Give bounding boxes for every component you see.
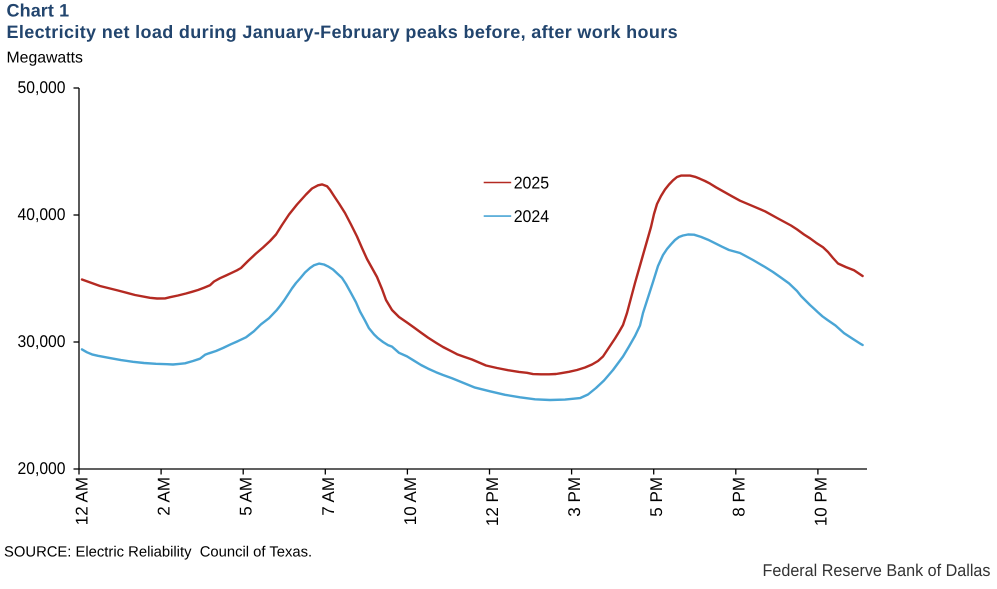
svg-text:3 PM: 3 PM — [565, 477, 584, 517]
svg-text:Chart 1: Chart 1 — [7, 1, 70, 21]
svg-text:20,000: 20,000 — [18, 459, 66, 478]
svg-text:30,000: 30,000 — [18, 332, 66, 351]
svg-text:10 AM: 10 AM — [401, 477, 420, 525]
svg-text:2 AM: 2 AM — [155, 477, 174, 516]
svg-text:8 PM: 8 PM — [729, 477, 748, 517]
svg-text:5 AM: 5 AM — [237, 477, 256, 516]
svg-text:7 AM: 7 AM — [319, 477, 338, 516]
svg-text:12 PM: 12 PM — [483, 477, 502, 526]
svg-text:2025: 2025 — [514, 173, 549, 192]
svg-text:SOURCE: Electric Reliability: SOURCE: Electric Reliability Council of … — [4, 545, 312, 561]
svg-text:40,000: 40,000 — [18, 205, 66, 224]
svg-text:Megawatts: Megawatts — [7, 50, 83, 67]
svg-text:Electricity net load during Ja: Electricity net load during January-Febr… — [7, 22, 678, 42]
svg-text:50,000: 50,000 — [18, 78, 66, 97]
svg-text:Federal Reserve Bank of Dallas: Federal Reserve Bank of Dallas — [763, 561, 991, 580]
svg-text:2024: 2024 — [514, 207, 549, 226]
svg-text:10 PM: 10 PM — [811, 477, 830, 526]
svg-text:5 PM: 5 PM — [647, 477, 666, 517]
svg-text:12 AM: 12 AM — [73, 477, 92, 525]
